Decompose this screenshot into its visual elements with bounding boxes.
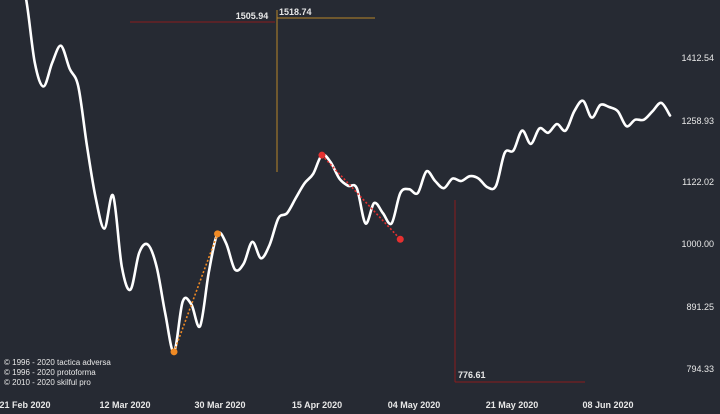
- x-tick-label: 21 May 2020: [486, 400, 539, 410]
- x-tick-label: 04 May 2020: [388, 400, 441, 410]
- trendline-1-end-point: [214, 230, 222, 238]
- y-tick-label: 1122.02: [682, 177, 714, 187]
- price-label-1518: 1518.74: [279, 7, 312, 17]
- trendline-1: [173, 233, 219, 353]
- y-tick-label: 794.33: [686, 364, 714, 374]
- x-tick-label: 12 Mar 2020: [99, 400, 150, 410]
- x-tick-label: 30 Mar 2020: [194, 400, 245, 410]
- y-tick-label: 1258.93: [681, 116, 714, 126]
- trendline-2-start-point: [318, 151, 326, 159]
- y-tick-label: 891.25: [686, 302, 714, 312]
- copyright-line-2: © 1996 - 2020 protoforma: [4, 368, 96, 377]
- x-tick-label: 08 Jun 2020: [582, 400, 633, 410]
- trendline-2: [321, 154, 401, 240]
- y-axis: 1412.54 1258.93 1122.02 1000.00 891.25 794.33: [681, 53, 714, 374]
- copyright-line-1: © 1996 - 2020 tactica adversa: [4, 358, 111, 367]
- x-tick-label: 15 Apr 2020: [292, 400, 342, 410]
- trendline-2-end-point: [396, 235, 404, 243]
- price-label-776: 776.61: [458, 370, 486, 380]
- annotations: 1505.94 1518.74 776.61: [130, 7, 585, 383]
- copyright-line-3: © 2010 - 2020 skilful pro: [4, 378, 91, 387]
- y-tick-label: 1000.00: [681, 239, 714, 249]
- price-line: [24, 0, 672, 354]
- x-axis: 21 Feb 2020 12 Mar 2020 30 Mar 2020 15 Apr …: [0, 400, 634, 410]
- price-label-1505: 1505.94: [236, 11, 269, 21]
- x-tick-label: 21 Feb 2020: [0, 400, 51, 410]
- series-layer: [24, 0, 672, 354]
- trendlines: [170, 151, 404, 356]
- y-tick-label: 1412.54: [681, 53, 714, 63]
- trendline-1-start-point: [170, 348, 178, 356]
